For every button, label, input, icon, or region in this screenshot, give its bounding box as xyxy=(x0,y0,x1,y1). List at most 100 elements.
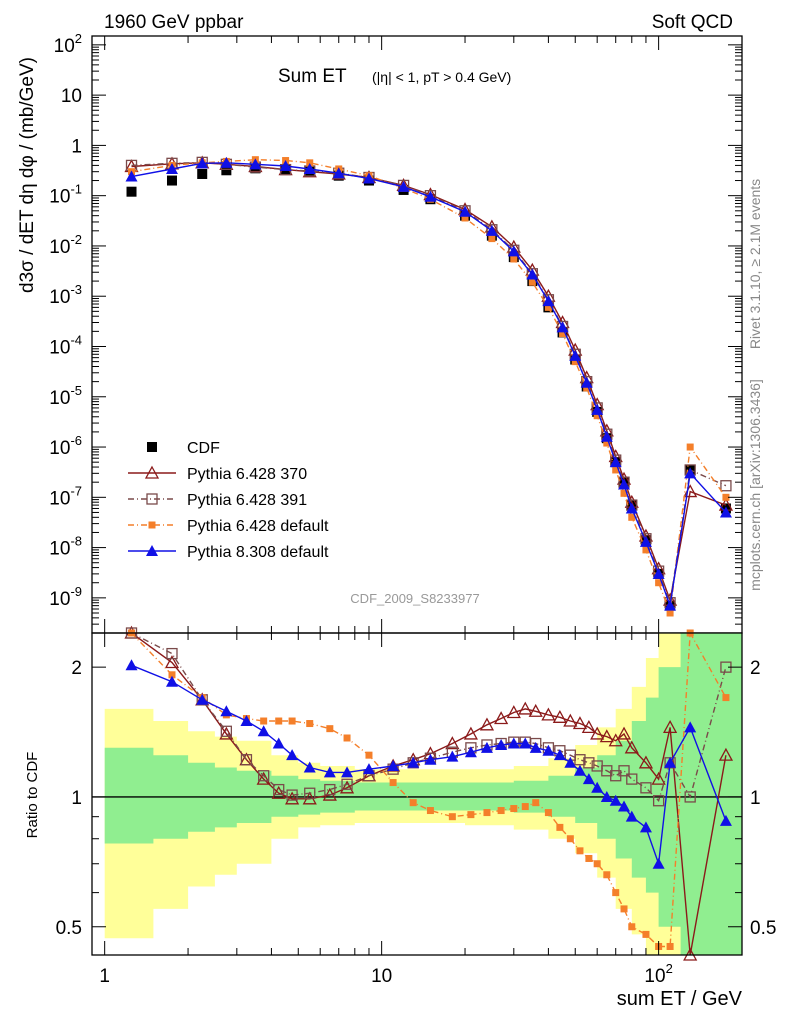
data-point xyxy=(507,245,520,257)
ratio-point xyxy=(494,711,509,725)
data-point xyxy=(220,156,233,168)
data-point xyxy=(686,443,694,451)
data-point xyxy=(165,162,178,174)
data-point xyxy=(526,268,539,280)
ratio-y-tick-label-left: 0.5 xyxy=(56,918,82,939)
side-rivet: Rivet 3.1.10, ≥ 2.1M events xyxy=(747,179,763,349)
ratio-panel: 0.5 0.5 1 1 2 2 1 10 102 xyxy=(56,625,776,987)
ratio-point xyxy=(323,766,336,778)
ratio-point xyxy=(638,755,654,769)
ratio-point xyxy=(506,705,521,719)
ratio-point xyxy=(306,720,314,728)
ratio-point xyxy=(542,744,555,756)
y-tick-exp: -3 xyxy=(70,282,82,297)
side-ref: mcplots.cern.ch [arXiv:1306.3436] xyxy=(747,379,763,591)
y-tick-exp: -5 xyxy=(70,383,82,398)
ratio-point xyxy=(510,805,518,813)
data-point xyxy=(424,190,437,202)
legend-marker xyxy=(146,493,158,505)
y-tick-exp: -9 xyxy=(70,584,82,599)
data-point xyxy=(528,278,536,286)
ratio-point xyxy=(256,771,271,785)
data-point xyxy=(510,255,518,263)
ratio-point xyxy=(304,787,316,799)
ratio-point xyxy=(616,726,632,740)
data-point xyxy=(652,567,665,579)
ratio-point xyxy=(480,741,493,753)
ratio-point xyxy=(165,675,178,687)
ratio-point xyxy=(275,717,283,725)
data-point xyxy=(612,466,620,474)
ratio-point xyxy=(445,736,460,750)
y-tick-exp: -8 xyxy=(70,534,82,549)
data-point xyxy=(580,376,593,388)
ratio-point xyxy=(479,717,495,731)
data-point xyxy=(544,303,552,311)
y-tick-label: 10-9 xyxy=(49,584,82,610)
ratio-point xyxy=(600,790,613,802)
ratio-point xyxy=(563,713,578,727)
ratio-point xyxy=(684,721,697,733)
ratio-point xyxy=(220,725,233,737)
ratio-point xyxy=(541,707,556,721)
x-tick-label: 1 xyxy=(99,966,110,987)
ratio-point xyxy=(240,754,253,766)
legend-marker xyxy=(144,465,160,479)
ratio-point xyxy=(628,923,636,931)
data-point xyxy=(166,175,177,186)
ratio-point xyxy=(424,753,437,765)
data-point xyxy=(485,224,498,236)
ratio-point xyxy=(409,799,417,807)
ratio-point xyxy=(652,795,665,807)
data-point xyxy=(197,168,208,179)
series-line xyxy=(131,161,727,603)
data-point xyxy=(461,214,469,222)
legend-marker xyxy=(146,545,158,556)
ratio-point xyxy=(553,749,566,761)
ratio-point xyxy=(593,860,601,868)
data-point xyxy=(720,480,732,492)
data-point xyxy=(593,412,601,420)
legend: CDF Pythia 6.428 370 Pythia 6.428 391 Pythi… xyxy=(128,440,329,561)
ratio-point xyxy=(722,694,730,702)
ratio-point xyxy=(341,778,353,790)
ratio-point xyxy=(507,737,520,749)
ratio-point xyxy=(326,725,334,733)
legend-label: Pythia 6.428 370 xyxy=(187,466,307,483)
ratio-y-tick-label-left: 2 xyxy=(71,658,82,679)
ratio-point xyxy=(258,770,270,782)
data-point xyxy=(397,180,410,192)
ratio-point xyxy=(564,756,577,768)
ratio-point xyxy=(651,771,666,785)
ratio-point xyxy=(582,773,595,785)
data-point xyxy=(332,167,345,179)
ratio-point xyxy=(365,751,373,759)
ratio-series-line xyxy=(131,632,727,956)
main-ylabel: d3σ / dET dη dφ / (mb/GeV) xyxy=(17,57,38,293)
ratio-point xyxy=(271,785,286,799)
ratio-y-tick-label-right: 2 xyxy=(750,658,761,679)
ratio-point xyxy=(272,737,285,749)
ratio-point xyxy=(286,789,298,801)
data-point xyxy=(459,205,472,217)
ratio-point xyxy=(240,715,253,727)
data-point xyxy=(542,295,555,307)
data-point xyxy=(488,235,496,243)
ratio-point xyxy=(303,761,316,773)
y-tick-label: 10-3 xyxy=(49,282,82,308)
ratio-point xyxy=(285,791,300,805)
ratio-y-tick-label-left: 1 xyxy=(71,788,82,809)
y-tick-exp: -7 xyxy=(70,483,82,498)
ratio-point xyxy=(618,800,631,812)
ratio-point xyxy=(407,756,420,768)
ratio-y-tick-label-right: 0.5 xyxy=(750,918,776,939)
ratio-point xyxy=(448,813,456,821)
data-point xyxy=(221,165,232,176)
ratio-point xyxy=(529,741,542,753)
data-point xyxy=(279,159,292,171)
ratio-point xyxy=(684,791,696,803)
ratio-xlabel: sum ET / GeV xyxy=(617,988,743,1010)
y-tick-label: 102 xyxy=(54,31,82,57)
header-left: 1960 GeV ppbar xyxy=(104,12,244,33)
ratio-point xyxy=(341,766,354,778)
